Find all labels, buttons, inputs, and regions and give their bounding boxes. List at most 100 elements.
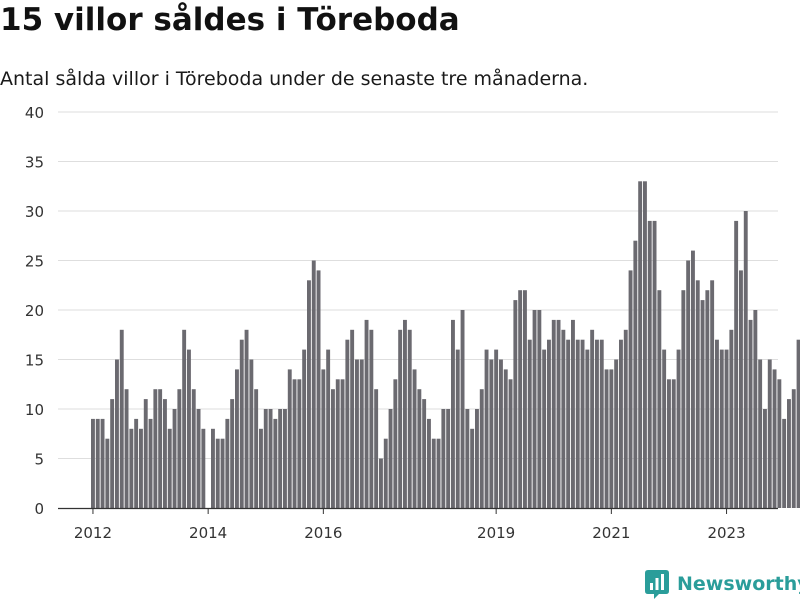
bar bbox=[772, 369, 777, 508]
bar bbox=[489, 359, 494, 508]
x-tick-label: 2021 bbox=[592, 524, 630, 542]
bar bbox=[177, 389, 182, 508]
bar bbox=[100, 418, 105, 508]
bar bbox=[470, 428, 475, 508]
y-tick-label: 0 bbox=[34, 500, 44, 518]
bar bbox=[259, 428, 263, 508]
bar bbox=[316, 270, 321, 508]
bar bbox=[431, 438, 436, 508]
bar bbox=[609, 369, 614, 508]
bar bbox=[374, 389, 379, 508]
bar bbox=[787, 399, 791, 508]
x-axis: 2012201420162019202120232025 bbox=[58, 507, 778, 542]
bar bbox=[643, 181, 647, 509]
bar bbox=[273, 418, 278, 508]
bar bbox=[196, 409, 201, 508]
bar bbox=[652, 220, 657, 508]
y-tick-label: 35 bbox=[25, 154, 44, 172]
bar bbox=[326, 349, 331, 508]
bar bbox=[484, 349, 489, 508]
bar bbox=[479, 389, 484, 508]
bar bbox=[638, 181, 643, 509]
bar bbox=[667, 379, 671, 508]
bar bbox=[187, 349, 191, 508]
bar bbox=[542, 349, 547, 508]
bar bbox=[287, 369, 292, 508]
bar bbox=[302, 349, 307, 508]
y-tick-label: 20 bbox=[25, 302, 44, 320]
bar bbox=[547, 339, 551, 508]
brand-name: Newsworthy bbox=[677, 573, 800, 595]
bar bbox=[475, 409, 479, 508]
bar bbox=[417, 389, 422, 508]
bar bbox=[124, 389, 129, 508]
bar bbox=[211, 428, 215, 508]
bar bbox=[686, 260, 691, 508]
bar bbox=[95, 418, 100, 508]
y-tick-label: 10 bbox=[25, 401, 44, 419]
bar bbox=[278, 409, 283, 508]
y-tick-label: 25 bbox=[25, 253, 44, 271]
bar bbox=[748, 319, 753, 508]
bar bbox=[422, 399, 427, 508]
bar bbox=[321, 369, 326, 508]
bar bbox=[407, 329, 412, 508]
bar bbox=[681, 290, 686, 508]
bar bbox=[215, 438, 220, 508]
x-tick-label: 2012 bbox=[74, 524, 112, 542]
bar bbox=[710, 280, 715, 508]
bar bbox=[503, 369, 508, 508]
y-tick-label: 15 bbox=[25, 352, 44, 370]
bar bbox=[148, 418, 153, 508]
bar bbox=[695, 280, 700, 508]
bar bbox=[619, 339, 623, 508]
bar bbox=[700, 300, 705, 508]
bar bbox=[297, 379, 302, 508]
bar bbox=[604, 369, 609, 508]
bar bbox=[311, 260, 316, 508]
bar bbox=[532, 310, 537, 508]
bar bbox=[335, 379, 340, 508]
bar bbox=[455, 349, 460, 508]
bar bbox=[393, 379, 398, 508]
bar bbox=[379, 458, 383, 508]
bar bbox=[671, 379, 676, 508]
bar bbox=[777, 379, 782, 508]
bar bbox=[715, 339, 719, 508]
bar bbox=[398, 329, 403, 508]
bar bbox=[753, 310, 758, 508]
bar bbox=[508, 379, 513, 508]
bar bbox=[791, 389, 796, 508]
bar bbox=[729, 329, 734, 508]
bar bbox=[739, 270, 743, 508]
bar bbox=[566, 339, 571, 508]
bar bbox=[172, 409, 177, 508]
bar bbox=[499, 359, 503, 508]
bar bbox=[239, 339, 244, 508]
bar bbox=[691, 250, 695, 508]
bar bbox=[369, 329, 374, 508]
bar bbox=[796, 339, 800, 508]
bar bbox=[575, 339, 580, 508]
bar bbox=[412, 369, 417, 508]
brand-logo[interactable]: Newsworthy bbox=[645, 569, 800, 599]
bar bbox=[633, 240, 638, 508]
bar bbox=[436, 438, 441, 508]
bar bbox=[551, 319, 556, 508]
bar bbox=[182, 329, 187, 508]
bar bbox=[561, 329, 566, 508]
y-axis-labels: 0 5 10 15 20 25 30 35 40 bbox=[25, 104, 44, 518]
bar bbox=[110, 399, 115, 508]
x-tick-label: 2016 bbox=[304, 524, 342, 542]
bar bbox=[119, 329, 124, 508]
bar bbox=[388, 409, 393, 508]
bar bbox=[230, 399, 235, 508]
bar bbox=[268, 409, 273, 508]
bar bbox=[527, 339, 532, 508]
bars bbox=[91, 181, 800, 509]
bar bbox=[383, 438, 388, 508]
bar bbox=[403, 319, 407, 508]
bar bbox=[345, 339, 350, 508]
bar bbox=[662, 349, 667, 508]
